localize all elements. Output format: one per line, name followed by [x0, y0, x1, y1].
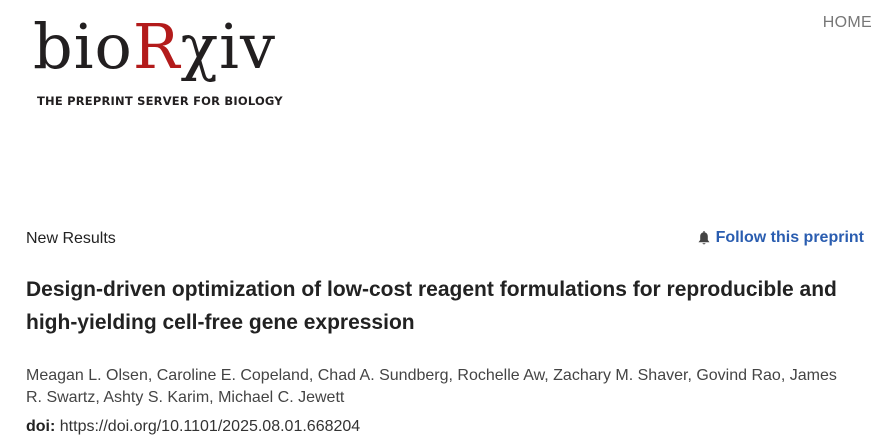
logo-word-accent: R: [132, 10, 181, 83]
article-type-label: New Results: [26, 230, 116, 247]
doi-label: doi:: [26, 418, 56, 435]
logo-wordmark: bioRχiv: [33, 8, 276, 86]
home-link[interactable]: HOME: [822, 14, 872, 31]
doi-value[interactable]: https://doi.org/10.1101/2025.08.01.66820…: [59, 418, 361, 435]
logo-word-prefix: bio: [33, 10, 133, 83]
logo-word-suffix: χiv: [180, 10, 276, 83]
author-name[interactable]: Meagan L. Olsen: [26, 367, 148, 384]
site-logo[interactable]: bioRχiv THE PREPRINT SERVER FOR BIOLOGY: [33, 8, 313, 112]
author-name[interactable]: Govind Rao: [696, 367, 781, 384]
doi-line: doi: https://doi.org/10.1101/2025.08.01.…: [26, 418, 360, 436]
logo-tagline: THE PREPRINT SERVER FOR BIOLOGY: [37, 94, 283, 108]
follow-preprint-label: Follow this preprint: [715, 229, 864, 246]
author-list: Meagan L. Olsen, Caroline E. Copeland, C…: [26, 367, 837, 406]
author-name[interactable]: Michael C. Jewett: [218, 389, 345, 406]
article-title: Design-driven optimization of low-cost r…: [26, 278, 837, 334]
bell-icon: [698, 230, 710, 244]
follow-preprint-link[interactable]: Follow this preprint: [697, 229, 864, 247]
author-name[interactable]: Ashty S. Karim: [103, 389, 210, 406]
author-name[interactable]: Caroline E. Copeland: [156, 367, 309, 384]
author-name[interactable]: James R. Swartz: [26, 367, 837, 406]
author-name[interactable]: Zachary M. Shaver: [553, 367, 688, 384]
author-name[interactable]: Rochelle Aw: [457, 367, 545, 384]
author-name[interactable]: Chad A. Sundberg: [317, 367, 449, 384]
